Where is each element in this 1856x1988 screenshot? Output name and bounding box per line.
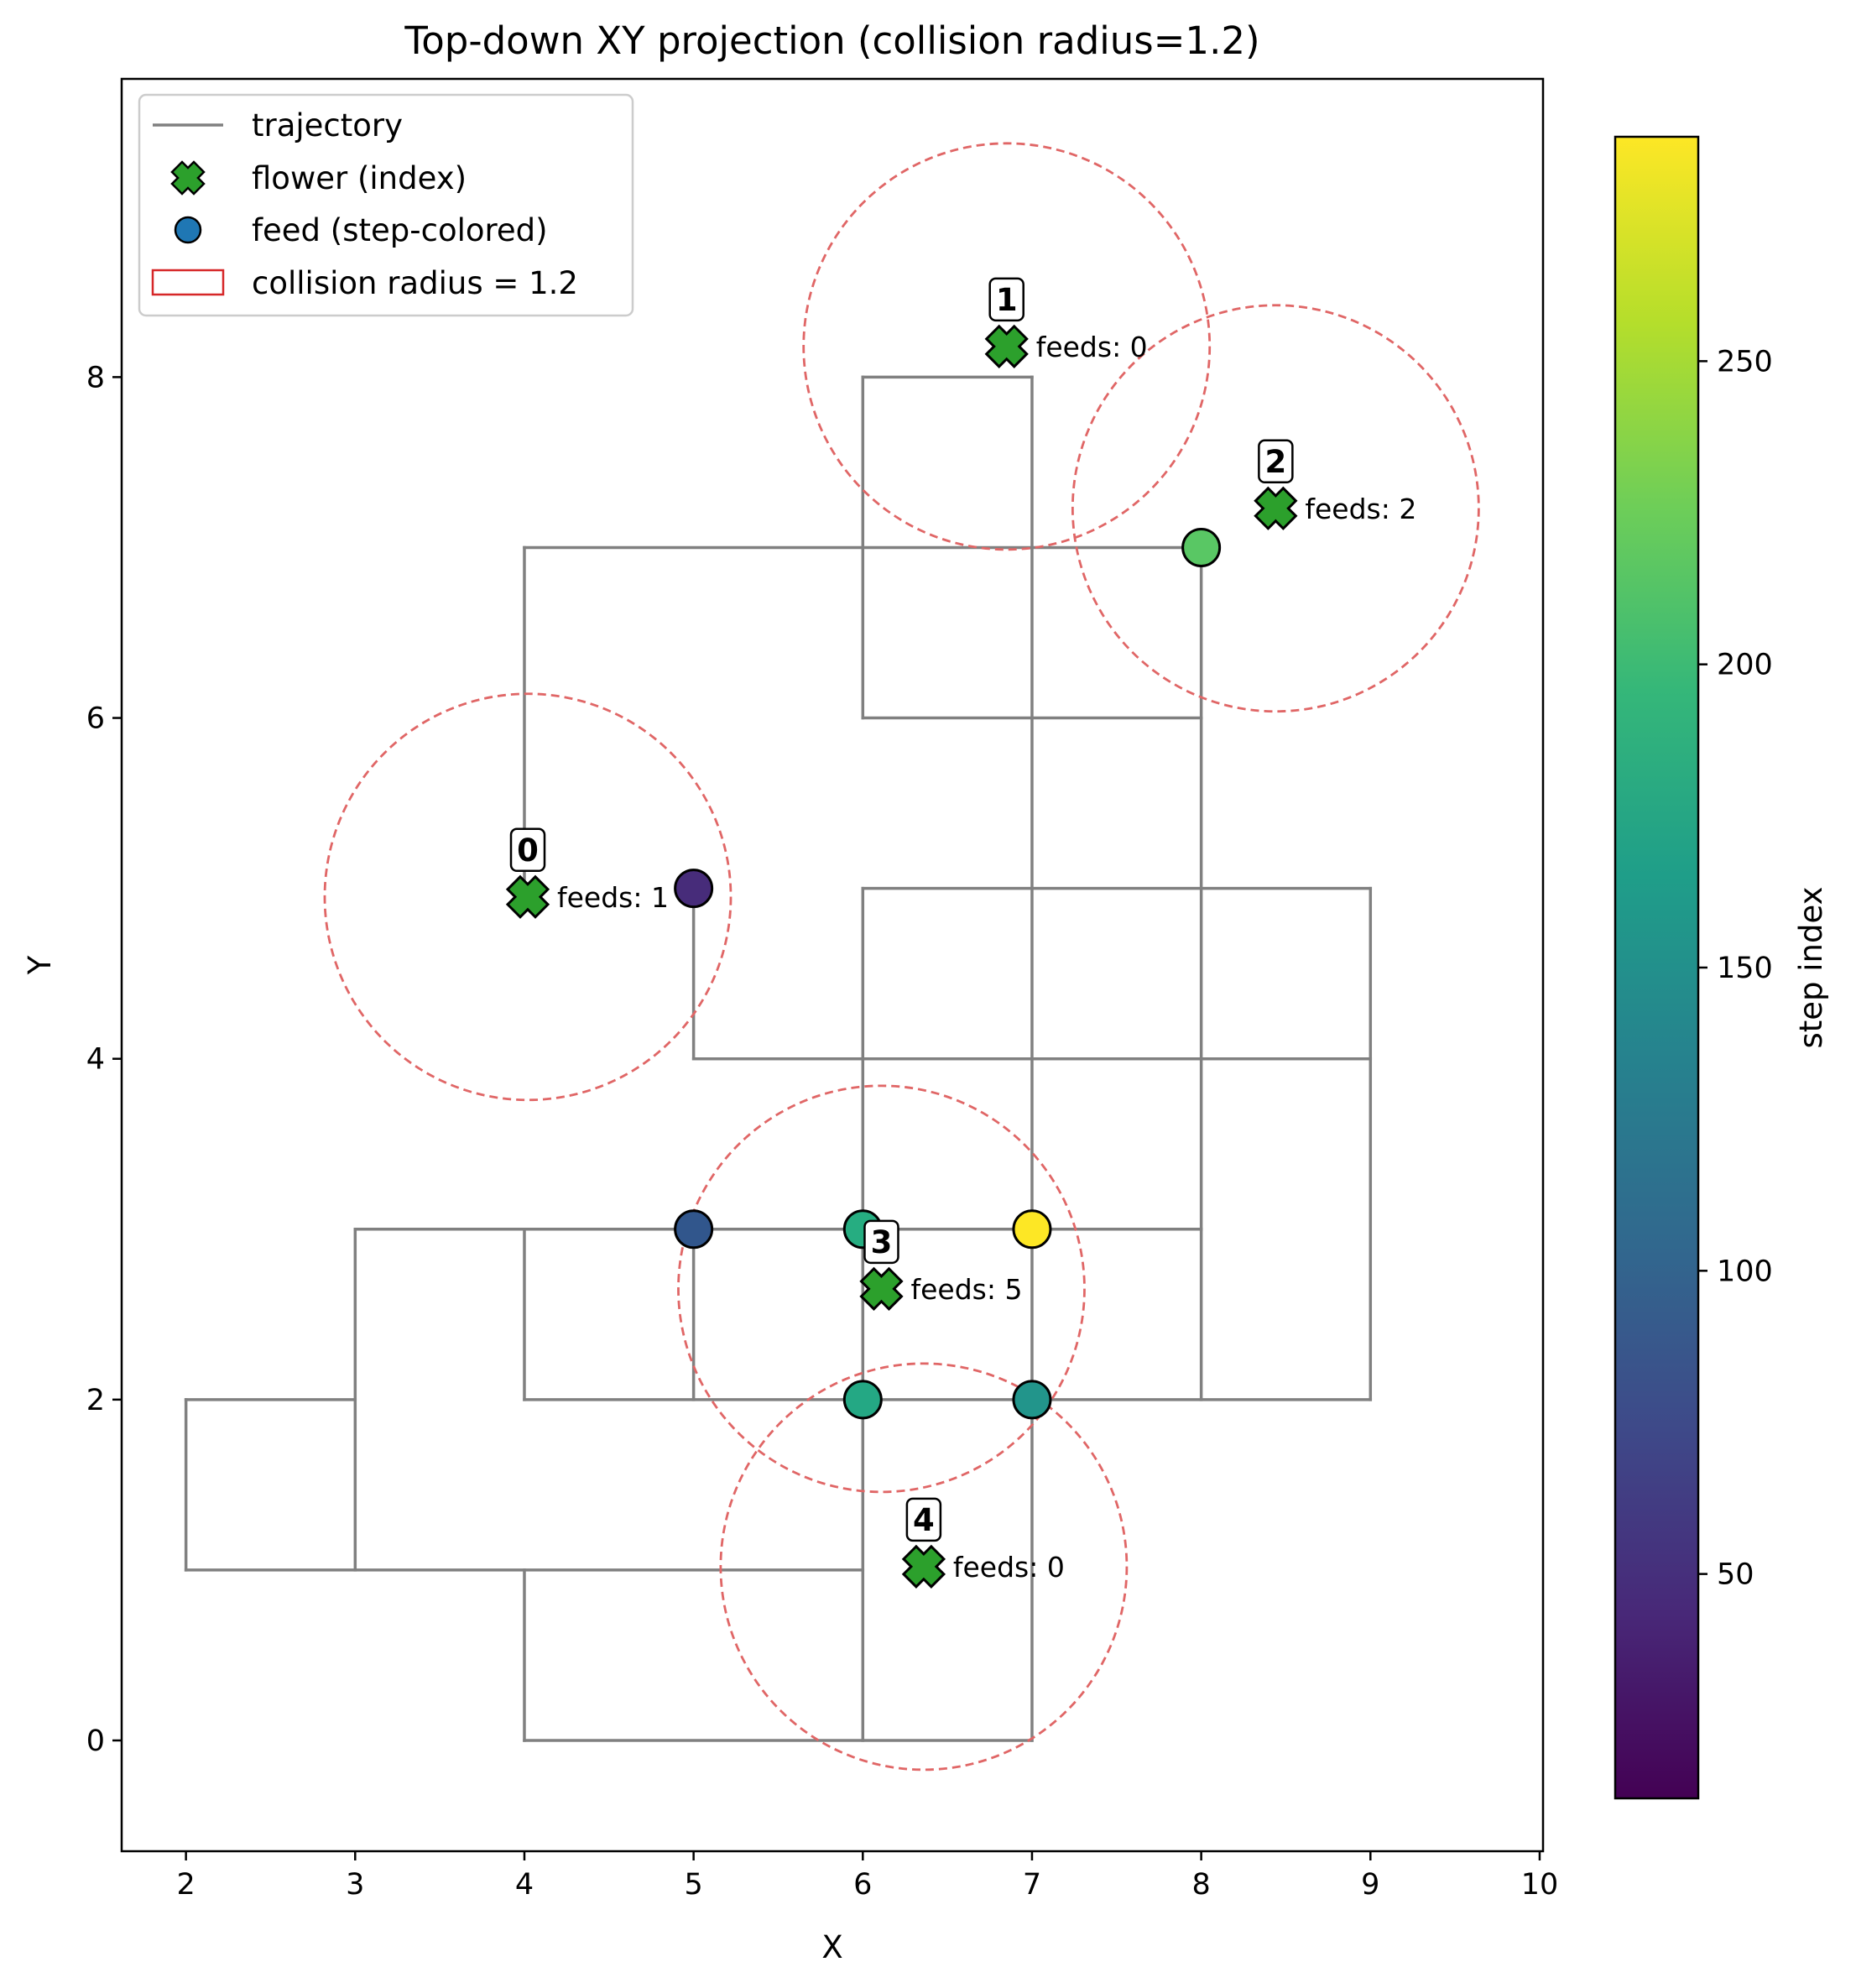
y-tick-label: 2 [86,1384,105,1417]
flower-marker [505,874,550,919]
svg-text:2: 2 [1264,444,1286,480]
legend-flower-swatch [170,160,206,196]
svg-text:0: 0 [517,832,539,869]
x-tick-label: 5 [684,1868,702,1902]
colorbar-tick-label: 50 [1717,1558,1754,1592]
colorbar-ticks: 50 100 150 200 250 [1698,345,1773,1592]
svg-text:3: 3 [871,1224,893,1260]
x-tick-label: 10 [1521,1868,1559,1902]
collision-circle [719,1362,1129,1771]
flower-feeds-label: feeds: 0 [1036,331,1148,363]
y-tick-label: 8 [86,361,105,394]
flower-index-label: 0 [509,827,546,873]
feed-point-layer [674,527,1222,1420]
feed-point [1181,527,1222,567]
collision-circle [323,692,732,1102]
legend: trajectory flower (index) feed (step-col… [138,93,634,317]
y-tick-label: 6 [86,702,105,736]
y-tick-label: 4 [86,1043,105,1077]
collision-circle [677,1084,1086,1494]
x-tick-label: 2 [176,1868,195,1902]
y-axis: 0 2 4 6 8 [86,361,122,1758]
legend-feed-swatch [174,216,202,244]
flower-index-label: 1 [988,277,1024,322]
y-tick-label: 0 [86,1724,105,1758]
flower-marker [984,324,1029,368]
feed-point [842,1380,883,1420]
feed-point [674,1209,714,1250]
colorbar-gradient [1615,137,1698,1798]
collision-circle-layer [323,142,1480,1771]
flower-marker [901,1544,946,1589]
colorbar-tick-label: 150 [1717,952,1773,985]
flower-index-label: 2 [1258,439,1294,484]
x-tick-label: 4 [515,1868,534,1902]
feed-point [1012,1380,1052,1420]
colorbar-tick-label: 250 [1717,345,1773,378]
flower-feeds-label: feeds: 2 [1305,493,1416,525]
plot-area: 0 feeds: 1 1 feeds: 0 2 feeds: 2 3 feeds: 5 4 fee… [86,77,1558,1902]
feed-point [674,869,714,909]
x-axis: 2 3 4 5 6 7 8 9 10 [176,1851,1558,1902]
svg-text:1: 1 [996,282,1018,318]
chart-title: Top-down XY projection (collision radius… [404,18,1259,63]
flower-index-label: 3 [863,1219,899,1265]
legend-box [138,93,634,317]
flower-marker-layer: 0 feeds: 1 1 feeds: 0 2 feeds: 2 3 feeds: 5 4 fee… [505,277,1416,1589]
flower-index-label: 4 [905,1497,942,1542]
x-tick-label: 8 [1191,1868,1210,1902]
legend-trajectory-label: trajectory [252,107,403,143]
collision-circle [1071,304,1480,713]
legend-feed-label: feed (step-colored) [252,212,548,248]
colorbar-tick-label: 200 [1717,649,1773,682]
flower-marker [859,1266,904,1311]
legend-collision-swatch [151,269,225,296]
flower-feeds-label: feeds: 0 [953,1551,1065,1584]
plot-frame [120,77,1545,1853]
x-tick-label: 3 [346,1868,364,1902]
flower-feeds-label: feeds: 5 [910,1273,1022,1306]
legend-collision-label: collision radius = 1.2 [252,265,578,301]
collision-circle [802,142,1212,551]
legend-flower-label: flower (index) [252,160,467,196]
y-axis-label: Y [22,955,58,975]
colorbar-label: step index [1793,886,1829,1048]
svg-text:4: 4 [913,1502,935,1538]
plot-background [122,79,1543,1851]
x-tick-label: 7 [1023,1868,1041,1902]
feed-point [1012,1209,1052,1250]
colorbar-tick-label: 100 [1717,1255,1773,1288]
x-axis-label: X [821,1929,842,1965]
x-tick-label: 6 [853,1868,872,1902]
flower-feeds-label: feeds: 1 [557,881,669,914]
flower-marker [1254,486,1298,530]
x-tick-label: 9 [1361,1868,1379,1902]
colorbar: 50 100 150 200 250 step index [1614,135,1829,1800]
trajectory-layer [184,375,1373,1742]
